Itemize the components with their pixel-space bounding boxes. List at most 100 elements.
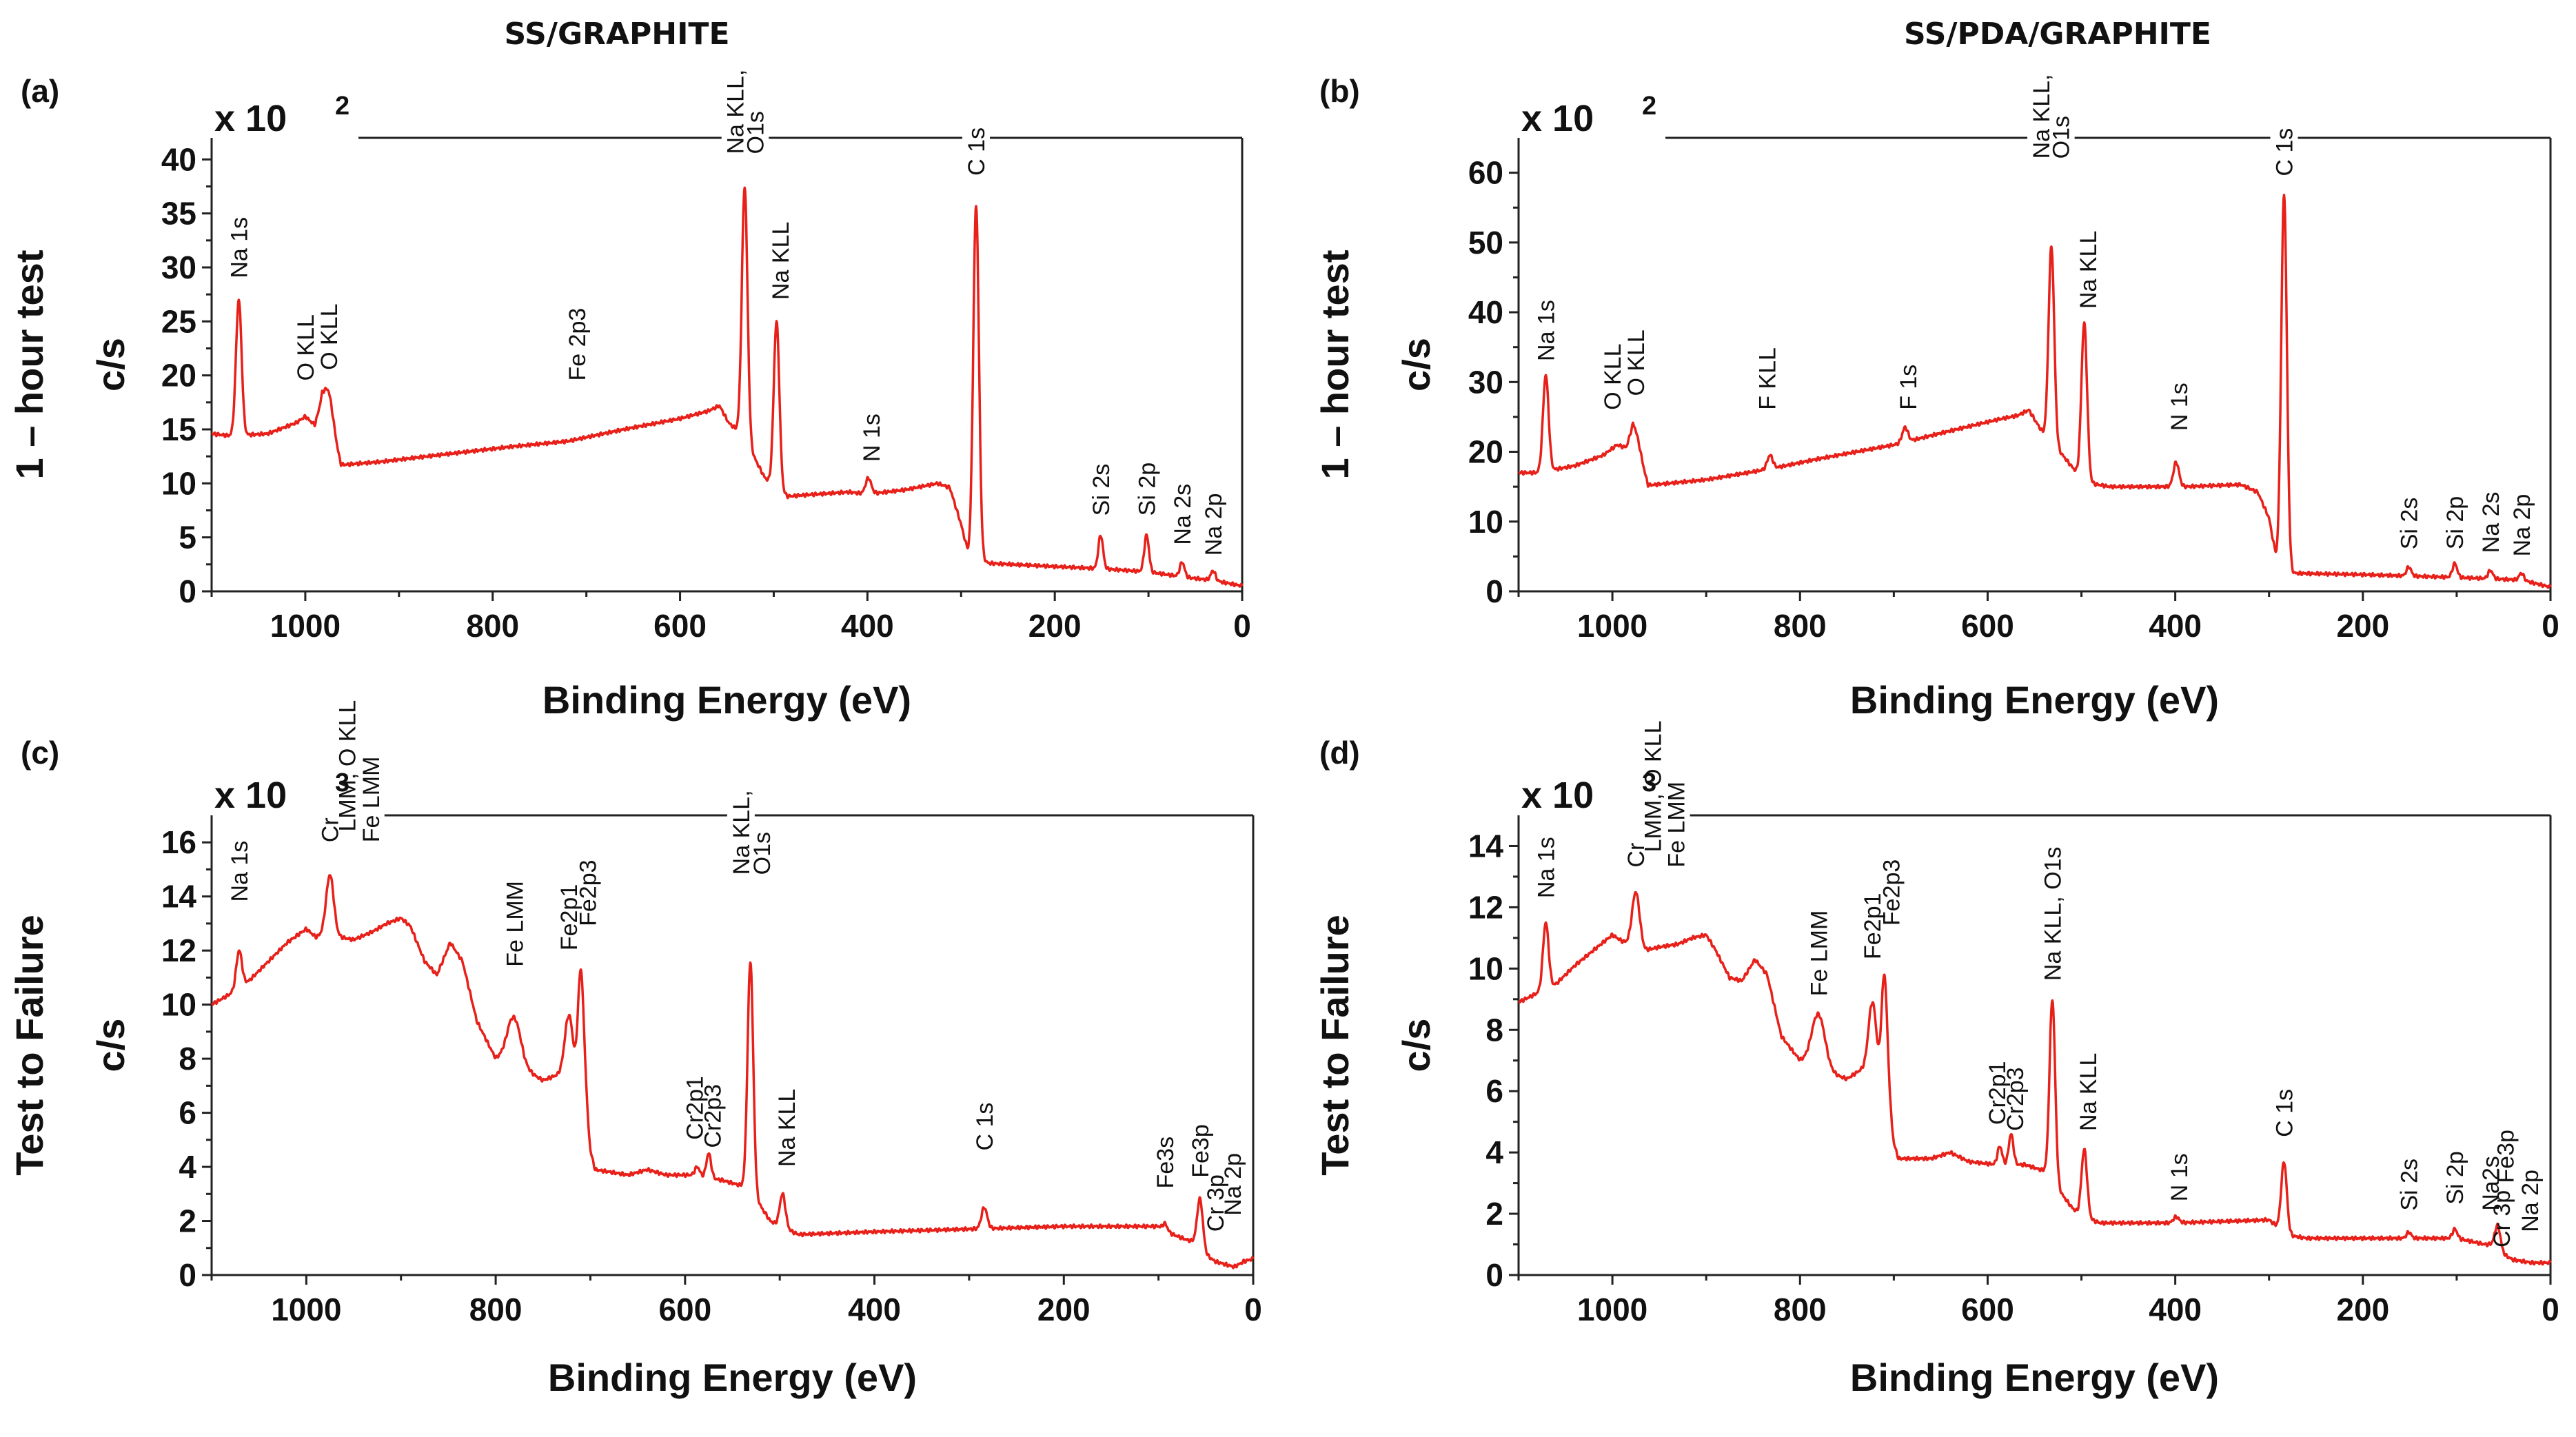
peak-label: O1s bbox=[2049, 116, 2075, 159]
x-axis-title: Binding Energy (eV) bbox=[1850, 1356, 2219, 1399]
scale-exponent: 3 bbox=[1642, 768, 1656, 797]
peak-label: Na KLL bbox=[2076, 231, 2102, 309]
peak-label: Na 1s bbox=[1533, 837, 1559, 898]
peak-label: F KLL bbox=[1755, 347, 1781, 410]
x-tick-label: 200 bbox=[2336, 608, 2389, 644]
peak-label: Fe3p bbox=[2493, 1130, 2519, 1183]
x-tick-label: 600 bbox=[1961, 1292, 2014, 1327]
peak-label: Cr2p3 bbox=[2002, 1067, 2029, 1131]
peak-label: Na 1s bbox=[1533, 300, 1559, 361]
x-axis-title: Binding Energy (eV) bbox=[548, 1356, 917, 1399]
x-tick-label: 800 bbox=[466, 608, 519, 644]
spectrum-line bbox=[1517, 194, 2552, 589]
peak-label: Na 2p bbox=[1220, 1153, 1246, 1216]
x-tick-label: 400 bbox=[2149, 608, 2202, 644]
panel-label: (d) bbox=[1319, 735, 1360, 771]
y-tick-label: 14 bbox=[161, 879, 197, 915]
y-tick-label: 25 bbox=[161, 303, 196, 339]
peak-label: Na 1s bbox=[226, 217, 252, 278]
x-tick-label: 0 bbox=[2542, 1292, 2559, 1327]
spectrum-line bbox=[210, 874, 1255, 1270]
spectrum-line bbox=[1517, 890, 2552, 1266]
y-axis-unit: c/s bbox=[89, 1019, 132, 1072]
peak-label: Fe LMM bbox=[358, 757, 385, 843]
peak-label: O1s bbox=[742, 111, 769, 154]
peak-label: Na 2s bbox=[1170, 484, 1196, 545]
x-tick-label: 600 bbox=[658, 1292, 711, 1327]
y-tick-label: 2 bbox=[1485, 1196, 1503, 1232]
peak-label: N 1s bbox=[859, 414, 885, 462]
x-tick-label: 800 bbox=[1774, 1292, 1827, 1327]
peak-label: C 1s bbox=[972, 1103, 998, 1151]
y-tick-label: 4 bbox=[179, 1149, 196, 1185]
peak-label: Na KLL bbox=[768, 222, 794, 300]
peak-label: O1s bbox=[749, 832, 775, 875]
peak-label: LMM, O KLL bbox=[334, 700, 361, 832]
peak-label: F 1s bbox=[1896, 365, 1922, 410]
peak-label: O KLL bbox=[1600, 343, 1626, 409]
peak-label: N 1s bbox=[2167, 383, 2193, 431]
peak-label: Cr 3p bbox=[1203, 1174, 1229, 1232]
peak-label: Si 2s bbox=[2397, 498, 2423, 550]
y-tick-label: 20 bbox=[1468, 434, 1503, 470]
peak-label: Si 2p bbox=[1134, 462, 1160, 516]
column-title-left: SS/GRAPHITE bbox=[504, 17, 729, 52]
x-tick-label: 0 bbox=[2542, 608, 2559, 644]
peak-label: Fe3p bbox=[1188, 1124, 1214, 1178]
chart-panel: (d) x 10 3 0 2 4 6 8 10 12 14 1000 800 600 400 200 0 Bind… bbox=[1313, 721, 2559, 1399]
peak-label: Fe 2p3 bbox=[565, 308, 591, 381]
chart-panel: (c) x 10 3 0 2 4 6 8 10 12 14 16 1000 800 600 400 200 0 Bi… bbox=[8, 700, 1262, 1399]
peak-label: Fe LMM bbox=[503, 881, 529, 967]
peak-label: LMM, O KLL bbox=[1641, 721, 1667, 853]
x-tick-label: 400 bbox=[848, 1292, 901, 1327]
y-axis-title: 1 – hour test bbox=[8, 250, 51, 480]
peak-label: Cr bbox=[318, 817, 344, 842]
peak-label: Si 2s bbox=[2397, 1159, 2423, 1211]
peak-label: Cr bbox=[1623, 843, 1650, 868]
y-tick-label: 10 bbox=[1468, 504, 1503, 540]
x-tick-label: 400 bbox=[2149, 1292, 2202, 1327]
y-tick-label: 50 bbox=[1468, 225, 1503, 261]
y-tick-label: 10 bbox=[161, 465, 196, 501]
peak-label: Fe3s bbox=[1153, 1137, 1179, 1189]
x-tick-label: 200 bbox=[1028, 608, 1082, 644]
peak-label: Na 2p bbox=[2509, 494, 2535, 557]
x-tick-label: 0 bbox=[1233, 608, 1251, 644]
peak-label: Fe2p3 bbox=[1878, 859, 1905, 926]
x-tick-label: 200 bbox=[1037, 1292, 1091, 1327]
peak-label: Cr2p3 bbox=[700, 1084, 727, 1148]
scale-exponent: 2 bbox=[1642, 92, 1656, 121]
peak-label: Na 2p bbox=[1201, 493, 1227, 556]
peak-label: Na 2p bbox=[2517, 1170, 2544, 1232]
y-axis-unit: c/s bbox=[1395, 1019, 1438, 1072]
panel-label: (a) bbox=[21, 73, 59, 109]
x-tick-label: 600 bbox=[653, 608, 707, 644]
y-tick-label: 35 bbox=[161, 196, 196, 232]
x-tick-label: 1000 bbox=[1577, 1292, 1647, 1327]
x-tick-label: 400 bbox=[841, 608, 894, 644]
y-tick-label: 12 bbox=[161, 932, 196, 968]
y-tick-label: 5 bbox=[179, 520, 196, 556]
y-tick-label: 6 bbox=[179, 1095, 196, 1131]
peak-label: Fe2p1 bbox=[556, 884, 582, 950]
y-tick-label: 30 bbox=[1468, 364, 1503, 400]
peak-label: Fe2p1 bbox=[1860, 893, 1886, 959]
peak-label: Na KLL, O1s bbox=[2040, 846, 2066, 981]
x-tick-label: 1000 bbox=[1577, 608, 1647, 644]
scale-exponent: 2 bbox=[335, 92, 349, 121]
peak-label: C 1s bbox=[964, 128, 990, 176]
peak-label: O KLL bbox=[316, 303, 343, 369]
y-tick-label: 0 bbox=[1485, 573, 1503, 609]
peak-label: Na 2s bbox=[2478, 491, 2504, 553]
y-tick-label: 10 bbox=[1468, 950, 1503, 986]
y-axis-title: 1 – hour test bbox=[1313, 250, 1357, 480]
peak-label: Fe LMM bbox=[1806, 910, 1832, 997]
panel-label: (b) bbox=[1319, 73, 1360, 109]
